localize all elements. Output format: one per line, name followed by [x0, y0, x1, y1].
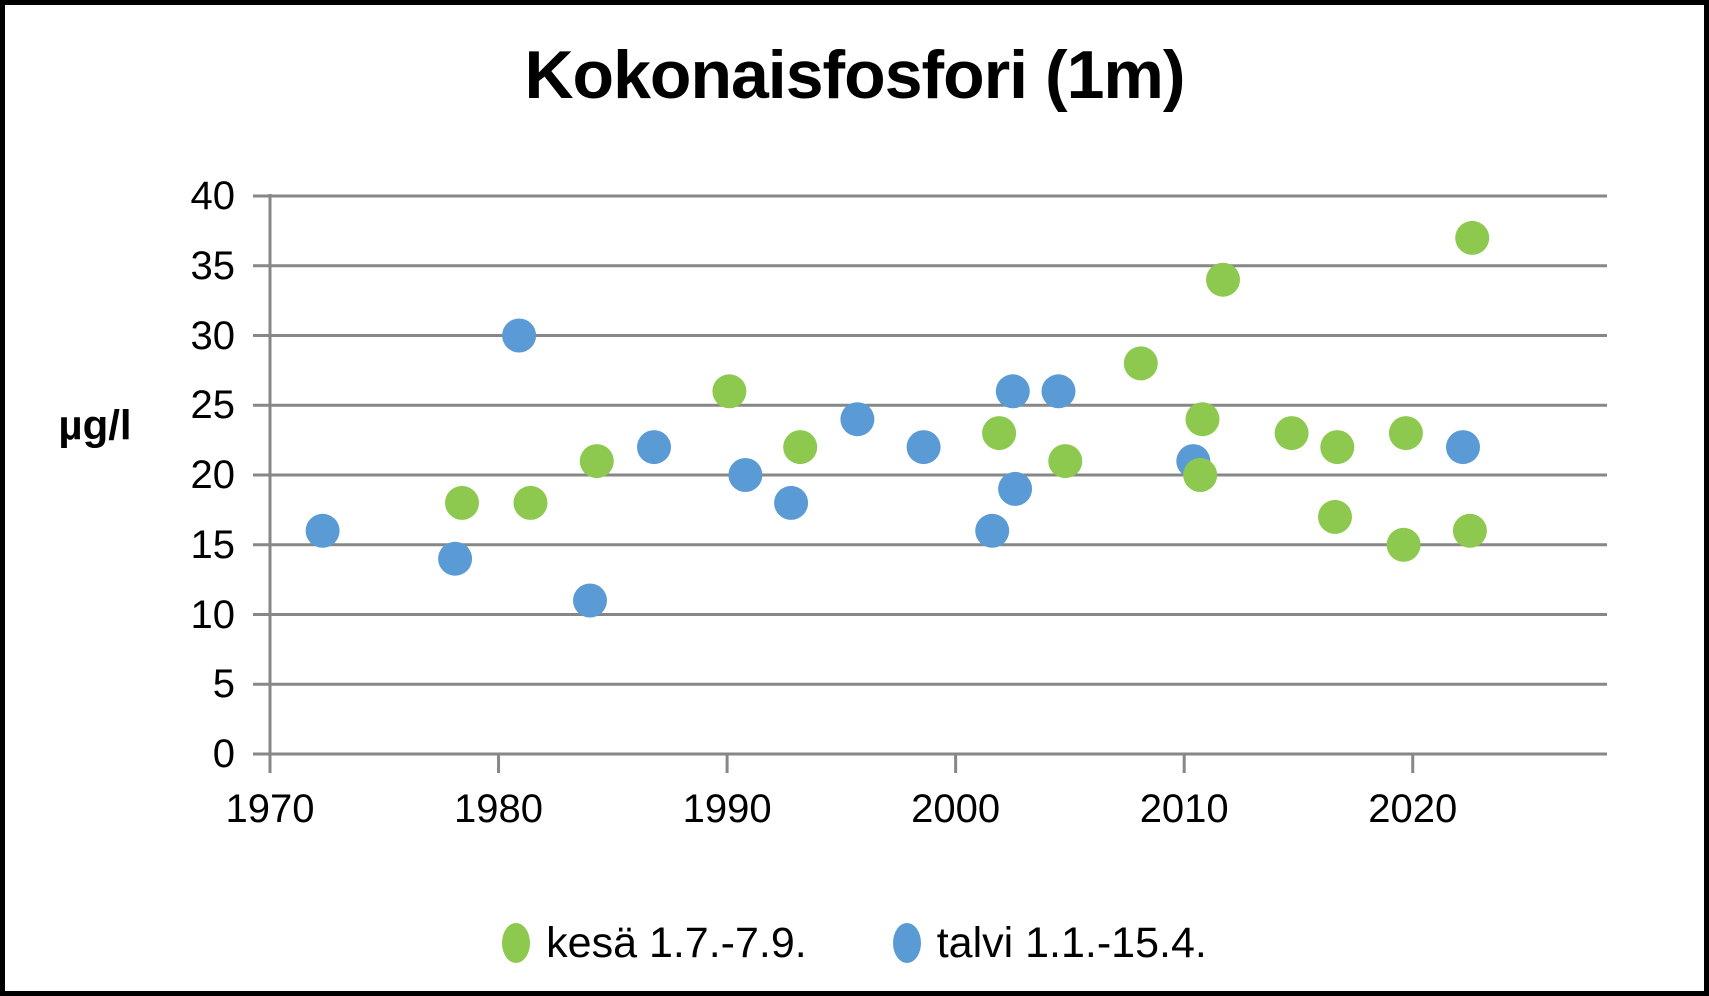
- data-point-kesä-1978.4-18: [445, 485, 479, 520]
- y-tick-label-0: 0: [212, 732, 235, 776]
- legend-marker-kesa: [502, 923, 531, 963]
- data-point-talvi-1990.8-20: [728, 458, 763, 492]
- legend: kesä 1.7.-7.9. talvi 1.1.-15.4.: [0, 908, 1709, 978]
- x-tick-label-2020: 2020: [1368, 787, 1458, 831]
- data-point-kesä-2010.7-20: [1183, 458, 1218, 492]
- data-point-talvi-1984-11: [573, 583, 607, 618]
- data-point-kesä-2010.8-24: [1185, 402, 1220, 437]
- data-point-kesä-2016.7-22: [1320, 430, 1355, 465]
- data-point-kesä-2001.9-23: [982, 416, 1017, 451]
- data-point-talvi-1998.6-22: [906, 430, 941, 465]
- x-tick-label-1990: 1990: [682, 787, 772, 831]
- data-point-talvi-1992.8-18: [774, 485, 809, 520]
- data-point-kesä-2004.8-21: [1048, 444, 1083, 479]
- y-axis-title: µg/l: [58, 401, 132, 449]
- data-point-talvi-1980.9-30: [502, 318, 537, 353]
- y-tick-label-40: 40: [190, 174, 236, 218]
- data-point-kesä-2008.1-28: [1123, 346, 1158, 381]
- x-tick-label-2010: 2010: [1139, 787, 1229, 831]
- x-tick-label-2000: 2000: [911, 787, 1001, 831]
- data-point-talvi-1978.1-14: [438, 541, 473, 576]
- data-point-kesä-2022.6-37: [1455, 220, 1490, 255]
- data-point-kesä-2011.7-34: [1206, 262, 1240, 297]
- data-point-kesä-1990.1-26: [712, 374, 747, 409]
- x-tick-label-1970: 1970: [225, 787, 315, 831]
- data-point-kesä-2016.6-17: [1318, 499, 1352, 534]
- y-tick-label-35: 35: [190, 243, 236, 288]
- data-point-talvi-2022.2-22: [1446, 430, 1480, 465]
- data-point-kesä-2022.5-16: [1452, 513, 1487, 548]
- y-tick-label-30: 30: [190, 313, 236, 358]
- data-point-talvi-2002.6-19: [998, 471, 1033, 506]
- data-point-kesä-1993.2-22: [783, 430, 818, 465]
- data-point-kesä-2019.6-15: [1386, 527, 1421, 562]
- data-point-kesä-2019.7-23: [1388, 416, 1423, 451]
- data-point-kesä-2014.7-23: [1274, 416, 1309, 451]
- legend-label-talvi: talvi 1.1.-15.4.: [936, 918, 1207, 967]
- legend-item-kesa: kesä 1.7.-7.9.: [502, 918, 807, 967]
- data-point-talvi-2001.6-16: [975, 513, 1010, 548]
- data-point-talvi-1986.8-22: [637, 430, 671, 465]
- data-point-talvi-2002.5-26: [995, 374, 1030, 409]
- legend-item-talvi: talvi 1.1.-15.4.: [892, 918, 1207, 967]
- data-point-kesä-1984.3-21: [579, 444, 614, 479]
- data-point-talvi-1995.7-24: [840, 402, 875, 437]
- chart-title: Kokonaisfosfori (1m): [524, 37, 1185, 113]
- y-tick-label-10: 10: [190, 592, 236, 637]
- data-point-talvi-2004.5-26: [1041, 374, 1076, 409]
- y-tick-label-25: 25: [190, 383, 236, 428]
- legend-label-kesa: kesä 1.7.-7.9.: [546, 918, 807, 967]
- data-point-talvi-1972.3-16: [305, 513, 340, 548]
- y-tick-label-15: 15: [190, 522, 236, 567]
- legend-marker-talvi: [892, 923, 921, 963]
- data-point-kesä-1981.4-18: [513, 485, 548, 520]
- y-tick-label-20: 20: [190, 453, 236, 497]
- x-tick-label-1980: 1980: [454, 787, 544, 831]
- y-tick-label-5: 5: [212, 662, 235, 707]
